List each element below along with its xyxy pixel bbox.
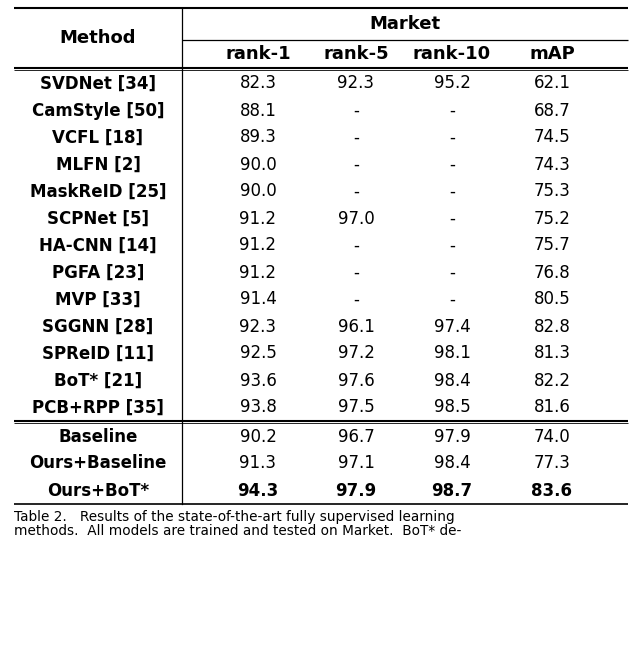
Text: Baseline: Baseline <box>58 428 138 446</box>
Text: 98.5: 98.5 <box>434 399 470 417</box>
Text: 91.2: 91.2 <box>239 264 276 281</box>
Text: 62.1: 62.1 <box>534 75 570 93</box>
Text: 90.2: 90.2 <box>239 428 276 446</box>
Text: -: - <box>449 237 455 255</box>
Text: 98.4: 98.4 <box>434 454 470 472</box>
Text: SPReID [11]: SPReID [11] <box>42 345 154 362</box>
Text: -: - <box>353 264 359 281</box>
Text: PCB+RPP [35]: PCB+RPP [35] <box>32 399 164 417</box>
Text: 81.6: 81.6 <box>534 399 570 417</box>
Text: 88.1: 88.1 <box>239 102 276 119</box>
Text: Method: Method <box>60 29 136 47</box>
Text: rank-10: rank-10 <box>413 45 491 63</box>
Text: 93.6: 93.6 <box>239 371 276 389</box>
Text: SVDNet [34]: SVDNet [34] <box>40 75 156 93</box>
Text: 98.1: 98.1 <box>433 345 470 362</box>
Text: BoT* [21]: BoT* [21] <box>54 371 142 389</box>
Text: 81.3: 81.3 <box>534 345 570 362</box>
Text: -: - <box>449 209 455 227</box>
Text: 75.3: 75.3 <box>534 183 570 200</box>
Text: 92.3: 92.3 <box>239 318 276 336</box>
Text: -: - <box>353 102 359 119</box>
Text: Table 2.   Results of the state-of-the-art fully supervised learning: Table 2. Results of the state-of-the-art… <box>14 510 454 524</box>
Text: 96.1: 96.1 <box>337 318 374 336</box>
Text: CamStyle [50]: CamStyle [50] <box>32 102 164 119</box>
Text: PGFA [23]: PGFA [23] <box>52 264 144 281</box>
Text: 94.3: 94.3 <box>237 481 278 500</box>
Text: 90.0: 90.0 <box>239 156 276 174</box>
Text: 97.9: 97.9 <box>434 428 470 446</box>
Text: -: - <box>449 128 455 146</box>
Text: 98.4: 98.4 <box>434 371 470 389</box>
Text: -: - <box>449 264 455 281</box>
Text: 82.3: 82.3 <box>239 75 276 93</box>
Text: -: - <box>449 156 455 174</box>
Text: 97.6: 97.6 <box>338 371 374 389</box>
Text: 91.2: 91.2 <box>239 209 276 227</box>
Text: mAP: mAP <box>529 45 575 63</box>
Text: 82.8: 82.8 <box>534 318 570 336</box>
Text: 98.7: 98.7 <box>431 481 472 500</box>
Text: 93.8: 93.8 <box>239 399 276 417</box>
Text: 97.5: 97.5 <box>338 399 374 417</box>
Text: 83.6: 83.6 <box>531 481 573 500</box>
Text: -: - <box>353 156 359 174</box>
Text: Ours+BoT*: Ours+BoT* <box>47 481 149 500</box>
Text: methods.  All models are trained and tested on Market.  BoT* de-: methods. All models are trained and test… <box>14 524 461 538</box>
Text: 74.3: 74.3 <box>534 156 570 174</box>
Text: Market: Market <box>369 15 440 33</box>
Text: MLFN [2]: MLFN [2] <box>56 156 140 174</box>
Text: MaskReID [25]: MaskReID [25] <box>29 183 166 200</box>
Text: 92.5: 92.5 <box>239 345 276 362</box>
Text: -: - <box>353 128 359 146</box>
Text: 90.0: 90.0 <box>239 183 276 200</box>
Text: 91.2: 91.2 <box>239 237 276 255</box>
Text: 75.2: 75.2 <box>534 209 570 227</box>
Text: 74.0: 74.0 <box>534 428 570 446</box>
Text: 82.2: 82.2 <box>534 371 570 389</box>
Text: -: - <box>449 183 455 200</box>
Text: 97.9: 97.9 <box>335 481 376 500</box>
Text: 95.2: 95.2 <box>433 75 470 93</box>
Text: 91.4: 91.4 <box>239 290 276 308</box>
Text: -: - <box>449 102 455 119</box>
Text: HA-CNN [14]: HA-CNN [14] <box>39 237 157 255</box>
Text: 97.4: 97.4 <box>434 318 470 336</box>
Text: 91.3: 91.3 <box>239 454 276 472</box>
Text: 96.7: 96.7 <box>338 428 374 446</box>
Text: 97.0: 97.0 <box>338 209 374 227</box>
Text: 76.8: 76.8 <box>534 264 570 281</box>
Text: 77.3: 77.3 <box>534 454 570 472</box>
Text: -: - <box>353 237 359 255</box>
Text: -: - <box>353 183 359 200</box>
Text: Ours+Baseline: Ours+Baseline <box>29 454 166 472</box>
Text: MVP [33]: MVP [33] <box>55 290 141 308</box>
Text: -: - <box>353 290 359 308</box>
Text: 97.1: 97.1 <box>337 454 374 472</box>
Text: 97.2: 97.2 <box>337 345 374 362</box>
Text: 75.7: 75.7 <box>534 237 570 255</box>
Text: SGGNN [28]: SGGNN [28] <box>42 318 154 336</box>
Text: 74.5: 74.5 <box>534 128 570 146</box>
Text: 80.5: 80.5 <box>534 290 570 308</box>
Text: 89.3: 89.3 <box>239 128 276 146</box>
Text: VCFL [18]: VCFL [18] <box>52 128 143 146</box>
Text: rank-5: rank-5 <box>323 45 389 63</box>
Text: rank-1: rank-1 <box>225 45 291 63</box>
Text: 68.7: 68.7 <box>534 102 570 119</box>
Text: 92.3: 92.3 <box>337 75 374 93</box>
Text: SCPNet [5]: SCPNet [5] <box>47 209 149 227</box>
Text: -: - <box>449 290 455 308</box>
